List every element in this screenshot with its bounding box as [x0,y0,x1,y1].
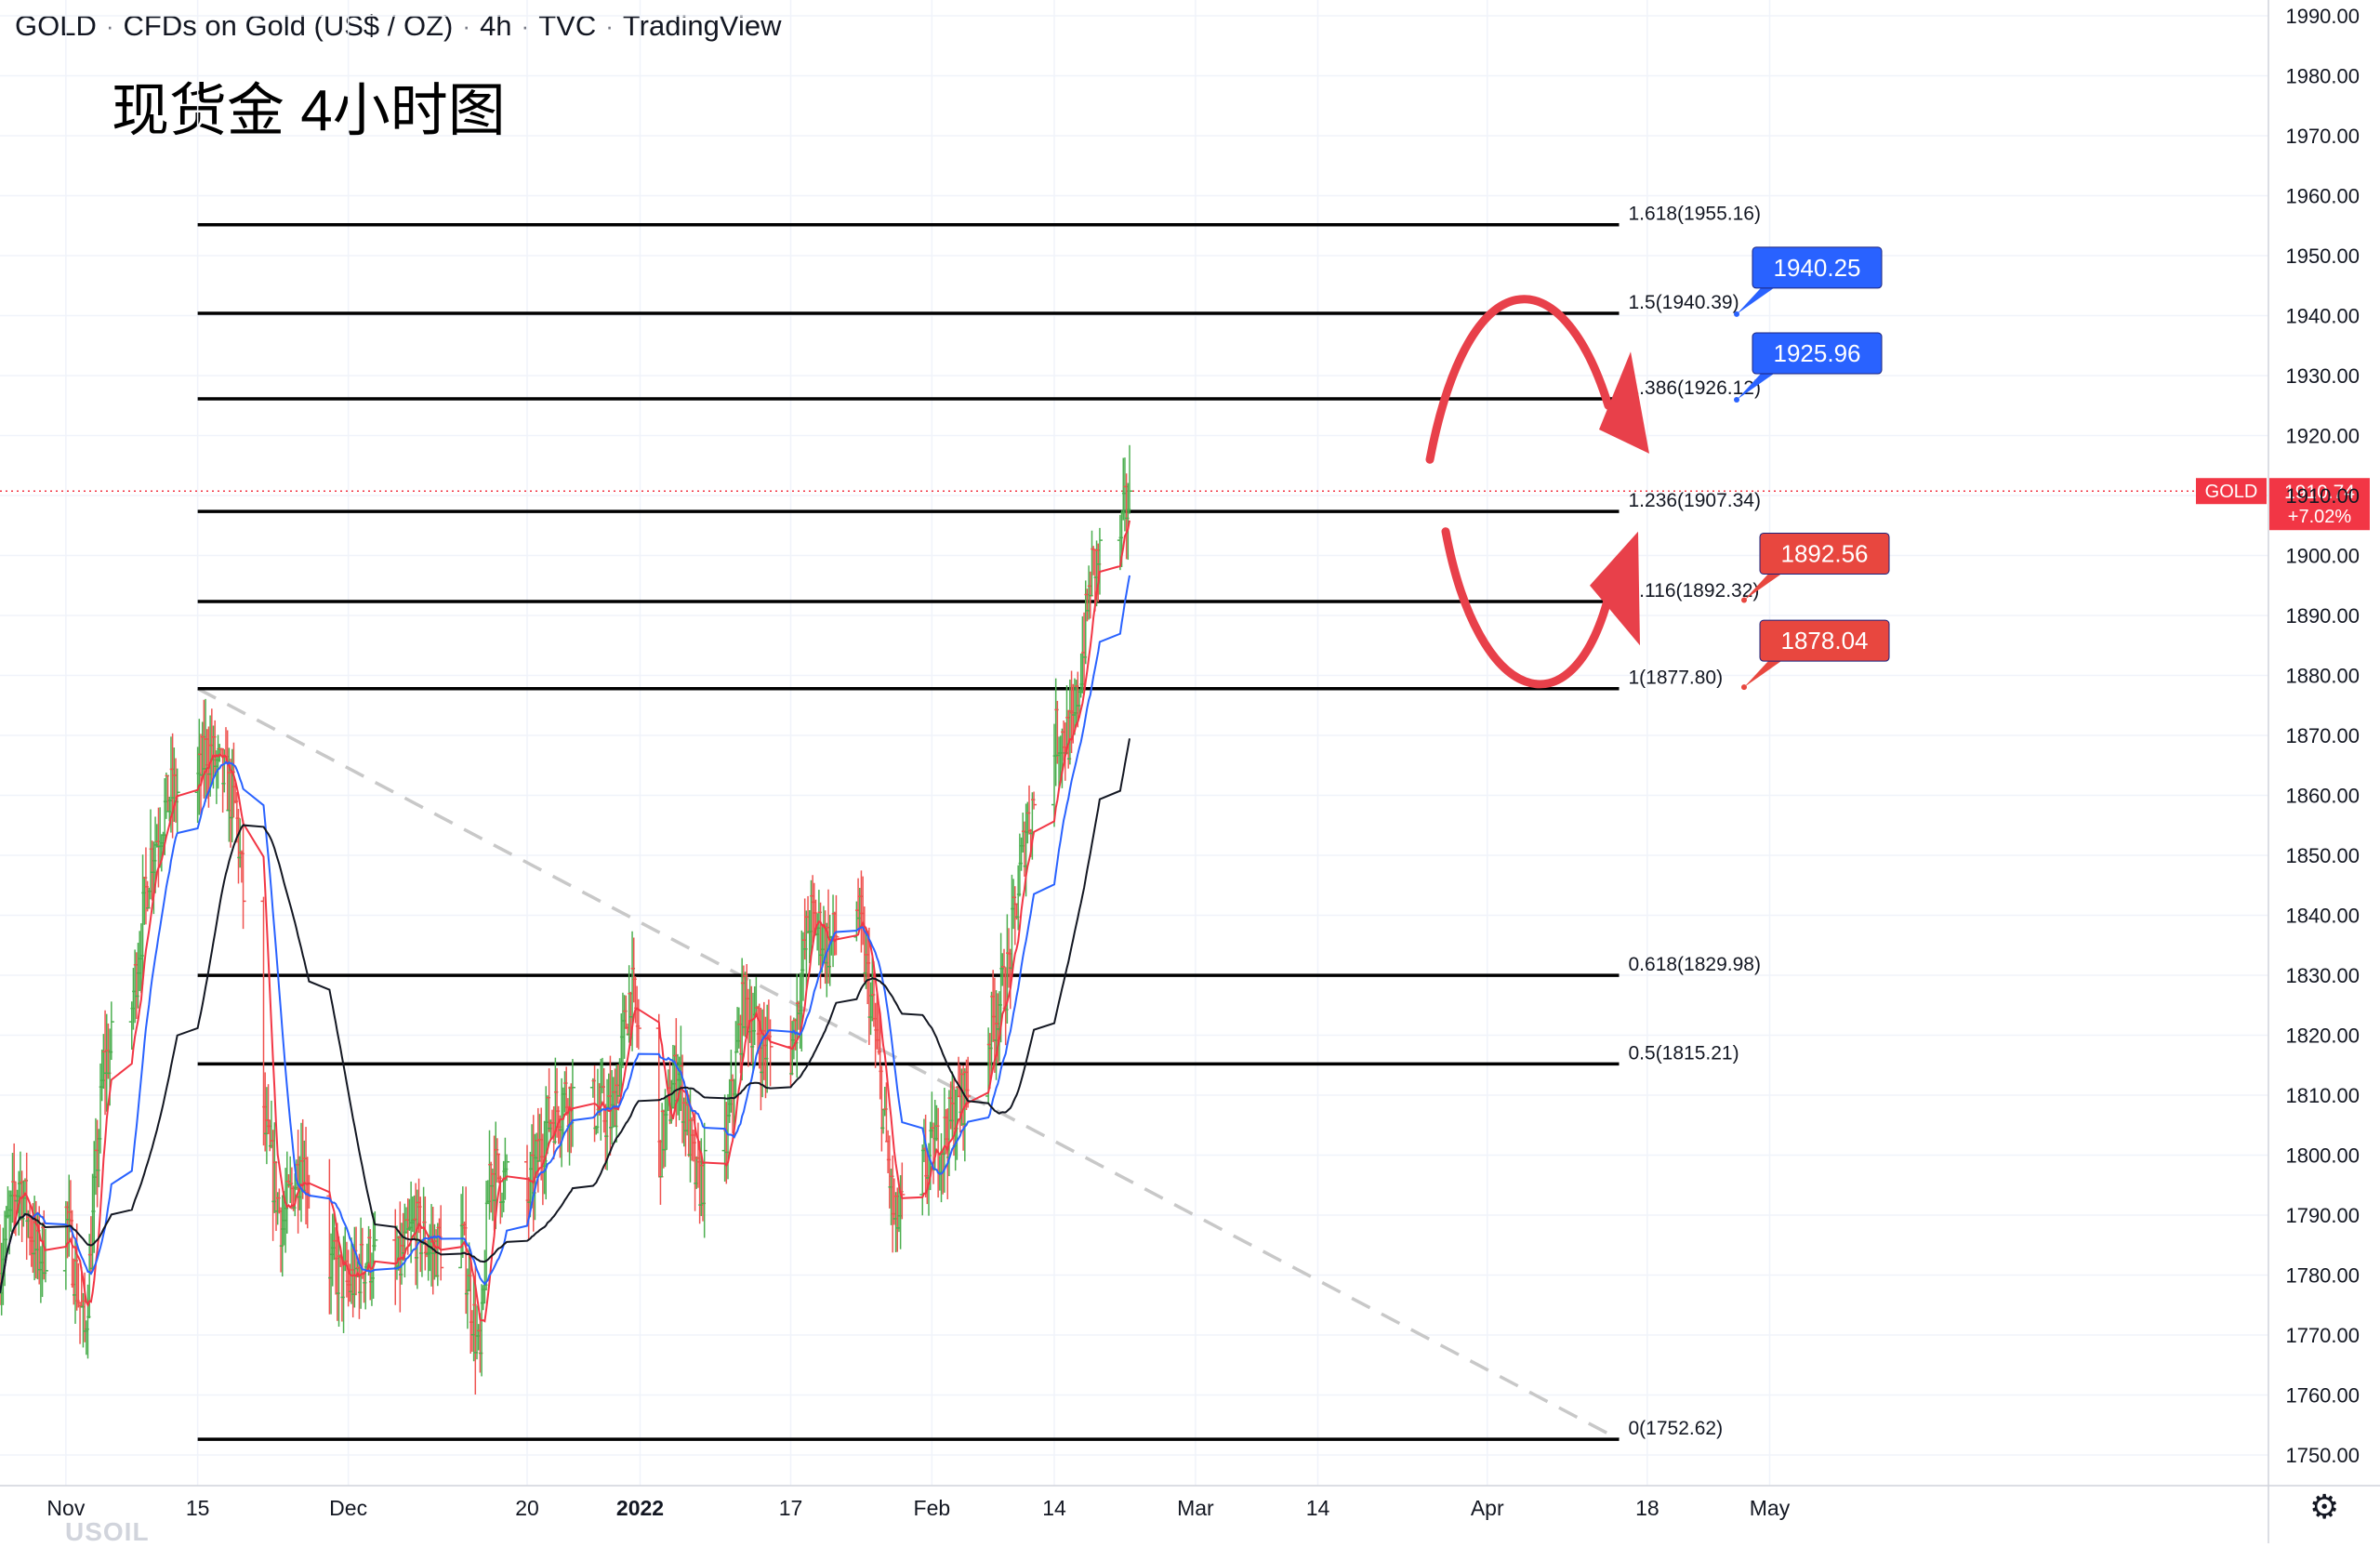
x-tick-label: 18 [1635,1496,1659,1520]
candles-layer [0,444,1132,1395]
watermark: USOIL [65,1517,150,1546]
x-tick-label: Feb [914,1496,951,1520]
x-tick-label: 14 [1042,1496,1066,1520]
y-tick-label: 1760.00 [2285,1384,2360,1408]
y-tick-label: 1950.00 [2285,245,2360,268]
y-tick-label: 1910.00 [2285,484,2360,508]
source-label: TradingView [622,9,782,42]
y-tick-label: 1820.00 [2285,1025,2360,1048]
y-tick-label: 1970.00 [2285,125,2360,148]
price-label-anchor [1741,684,1747,691]
fib-level-label: 0(1752.62) [1629,1418,1724,1439]
symbol-tag [2196,478,2267,505]
grid [0,0,2268,1486]
y-tick-label: 1920.00 [2285,425,2360,448]
price-label-text: 1940.25 [1774,254,1861,282]
price-label-anchor [1734,397,1739,403]
symbol-description: CFDs on Gold (US$ / OZ) [123,9,454,42]
price-label-anchor [1734,311,1739,317]
fib-level-label: 1.618(1955.16) [1629,204,1761,225]
current-price-tag [2269,478,2370,531]
y-tick-label: 1930.00 [2285,364,2360,388]
symbol-label[interactable]: GOLD [15,9,97,42]
ma-slow-line [0,738,1130,1293]
header-separator: · [105,11,114,40]
price-label-box [1752,246,1883,289]
ma-fast-line [0,575,1130,1293]
chart-header: GOLD · CFDs on Gold (US$ / OZ) · 4h · TV… [15,9,781,43]
y-tick-label: 1900.00 [2285,545,2360,568]
header-separator: · [605,11,614,40]
gear-icon[interactable]: ⚙ [2309,1488,2340,1526]
fib-level-label: 0.618(1829.98) [1629,954,1761,975]
header-separator: · [462,11,471,40]
exchange-label: TVC [538,9,597,42]
annotation-arrows [1425,295,1649,689]
y-tick-label: 1890.00 [2285,604,2360,628]
x-tick-label: 14 [1306,1496,1330,1520]
price-label-text: 1892.56 [1781,539,1869,567]
moving-averages-layer [0,520,1130,1323]
price-label-anchor [1741,597,1747,603]
price-labels-layer: 1940.25 1925.96 1892.56 1878.04 GOLD 1910.74 +… [1734,246,2370,691]
current-change-text: +7.02% [2288,507,2352,527]
fibonacci-layer: 1.618(1955.16) 1.5(1940.39) 1.386(1926.12)… [0,204,2268,1441]
current-price-text: 1910.74 [2284,482,2355,503]
y-tick-label: 1980.00 [2285,65,2360,88]
y-tick-label: 1850.00 [2285,844,2360,867]
y-tick-label: 1860.00 [2285,785,2360,808]
fib-level-label: 1.5(1940.39) [1629,292,1739,313]
arrowhead-down [1599,351,1649,454]
y-tick-label: 1940.00 [2285,305,2360,328]
y-tick-label: 1790.00 [2285,1204,2360,1227]
y-tick-label: 1800.00 [2285,1144,2360,1168]
fib-level-label: 1.116(1892.32) [1629,580,1760,602]
y-tick-label: 1840.00 [2285,905,2360,928]
curved-arrow-up-down [1425,295,1613,464]
x-tick-label: May [1750,1496,1791,1520]
x-tick-label: 20 [515,1496,539,1520]
x-tick-label: Nov [46,1496,85,1520]
price-label-box [1759,532,1890,575]
fib-level-label: 1(1877.80) [1629,668,1724,689]
x-tick-label: 2022 [616,1496,664,1520]
fib-level-label: 1.386(1926.12) [1629,377,1761,399]
curved-arrow-down-up [1441,527,1613,689]
ma-mid-line [0,520,1130,1323]
y-tick-label: 1960.00 [2285,185,2360,208]
symbol-tag-text: GOLD [2205,482,2258,502]
price-label-box [1759,619,1890,662]
x-tick-label: 17 [779,1496,803,1520]
price-label-text: 1925.96 [1774,339,1861,367]
x-tick-label: Apr [1471,1496,1504,1520]
y-tick-label: 1880.00 [2285,665,2360,688]
y-tick-label: 1780.00 [2285,1264,2360,1288]
fib-level-label: 1.236(1907.34) [1629,490,1761,511]
arrowhead-up [1590,531,1640,646]
price-label-box [1752,332,1883,375]
y-tick-label: 1830.00 [2285,964,2360,987]
fib-level-label: 0.5(1815.21) [1629,1042,1739,1064]
interval-label[interactable]: 4h [480,9,512,42]
y-tick-label: 1990.00 [2285,5,2360,28]
chart-title: 现货金 4小时图 [112,79,506,143]
price-label-text: 1878.04 [1781,627,1869,654]
y-tick-label: 1770.00 [2285,1324,2360,1347]
header-separator: · [521,11,530,40]
y-tick-label: 1810.00 [2285,1084,2360,1107]
y-tick-label: 1870.00 [2285,724,2360,747]
x-tick-label: 15 [186,1496,210,1520]
y-tick-label: 1750.00 [2285,1444,2360,1467]
x-tick-label: Dec [329,1496,367,1520]
x-tick-label: Mar [1177,1496,1214,1520]
